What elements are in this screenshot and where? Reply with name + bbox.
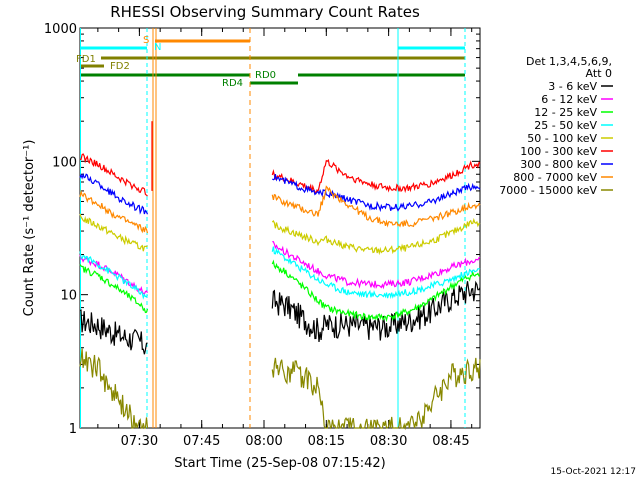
series-line-0-1 [271,280,481,342]
series-line-5-0 [79,153,148,197]
series-line-7-1 [271,185,481,228]
series-group [79,121,481,431]
series-line-5-1 [271,158,481,195]
flag-label: FD2 [110,61,130,72]
series-line-4-0 [79,213,148,252]
flag-label: N [154,42,161,53]
flag-label: FD1 [76,54,96,65]
legend-label: 12 - 25 keV [534,106,597,119]
mode-flags: SN FD1 FD2 RD4 RD0 [76,28,466,428]
x-axis-label: Start Time (25-Sep-08 07:15:42) [174,456,385,471]
y-tick-label: 10 [60,289,77,304]
legend-label: 800 - 7000 keV [513,171,597,184]
series-line-3-0 [79,251,149,300]
x-tick-label: 08:30 [370,434,407,449]
x-tick-label: 07:30 [121,434,158,449]
legend-label: 6 - 12 keV [541,93,597,106]
series-line-6-0 [79,172,149,215]
legend-label: 300 - 800 keV [520,158,597,171]
series-line-8-1 [271,357,481,431]
series-line-6-1 [271,173,481,213]
y-tick-label: 1 [69,422,77,437]
flag-label: S [143,35,149,46]
series-line-0-0 [79,309,148,355]
x-tick-label: 08:00 [245,434,282,449]
x-tick-label: 08:45 [432,434,469,449]
legend-header-line1: Det 1,3,4,5,6,9, [526,55,612,68]
chart-title: RHESSI Observing Summary Count Rates [110,3,420,21]
timestamp: 15-Oct-2021 12:17 [551,467,636,477]
legend-label: 25 - 50 keV [534,119,597,132]
series-line-4-1 [271,217,481,256]
x-tick-label: 07:45 [183,434,220,449]
legend-label: 3 - 6 keV [548,80,597,93]
series-line-1-1 [272,241,481,290]
series-line-8-0 [79,348,149,429]
y-axis-label: Count Rate (s⁻¹ detector⁻¹) [22,140,37,317]
series-line-2-0 [79,264,149,314]
flag-label: RD0 [255,70,276,81]
y-tick-label: 1000 [44,22,77,37]
x-tick-label: 08:15 [308,434,345,449]
series-line-3-1 [271,246,481,300]
series-line-2-1 [271,259,480,323]
legend-label: 7000 - 15000 keV [499,184,597,197]
legend-label: 100 - 300 keV [520,145,597,158]
legend-label: 50 - 100 keV [527,132,597,145]
y-tick-label: 100 [52,155,77,170]
series-line-7-0 [79,189,149,234]
axes-ticks: 07:30 07:45 08:00 08:15 08:30 08:45 1 10 100 1000 [44,22,480,449]
legend-header-line2: Att 0 [586,67,612,80]
flag-label: RD4 [222,78,243,89]
